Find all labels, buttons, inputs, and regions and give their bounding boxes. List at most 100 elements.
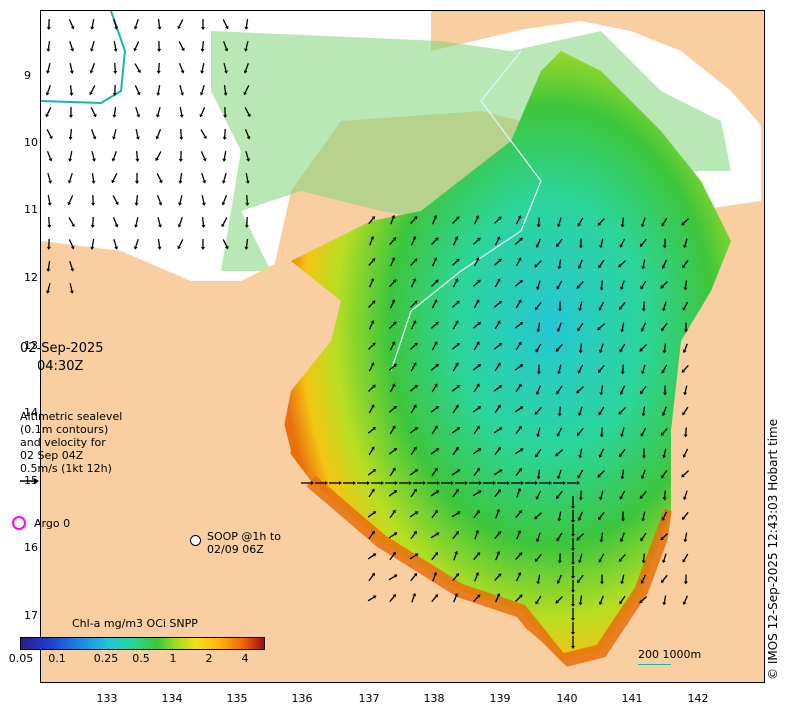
- velocity-arrow: [621, 511, 625, 522]
- velocity-arrow: [662, 448, 667, 459]
- velocity-arrow: [598, 406, 605, 416]
- velocity-arrow: [430, 490, 440, 497]
- velocity-arrow: [640, 574, 647, 584]
- velocity-arrow: [177, 19, 184, 30]
- velocity-arrow: [683, 490, 688, 501]
- velocity-arrow: [640, 385, 647, 395]
- velocity-arrow: [660, 533, 669, 541]
- velocity-arrow: [200, 129, 207, 140]
- velocity-arrow: [411, 592, 417, 603]
- velocity-arrow: [619, 385, 626, 395]
- velocity-arrow: [599, 427, 604, 438]
- velocity-arrow: [534, 406, 542, 415]
- velocity-arrow: [112, 195, 119, 206]
- velocity-arrow: [535, 238, 542, 248]
- velocity-arrow: [245, 150, 251, 162]
- velocity-arrow: [494, 320, 501, 330]
- velocity-arrow: [430, 363, 439, 371]
- velocity-arrow: [661, 469, 668, 479]
- velocity-arrow: [221, 172, 227, 184]
- velocity-arrow: [474, 529, 480, 540]
- velocity-arrow: [46, 151, 53, 162]
- datetime-date: 02-Sep-2025: [20, 341, 104, 356]
- velocity-arrow: [90, 238, 95, 250]
- velocity-arrow: [683, 574, 688, 585]
- land-new-guinea: [431, 11, 764, 129]
- velocity-arrow: [662, 238, 667, 249]
- velocity-arrow: [514, 364, 524, 371]
- velocity-arrow: [455, 481, 468, 485]
- velocity-arrow: [493, 427, 503, 434]
- velocity-arrow: [90, 107, 97, 118]
- velocity-arrow: [452, 278, 459, 288]
- velocity-arrow: [515, 572, 522, 582]
- velocity-arrow: [389, 279, 397, 287]
- velocity-arrow: [409, 469, 419, 476]
- velocity-arrow: [431, 237, 439, 245]
- velocity-arrow: [368, 216, 376, 225]
- velocity-arrow: [619, 532, 625, 543]
- velocity-arrow: [134, 194, 139, 206]
- velocity-arrow: [135, 106, 141, 118]
- velocity-arrow: [134, 216, 139, 228]
- velocity-arrow: [452, 530, 460, 540]
- velocity-arrow: [577, 259, 583, 270]
- velocity-arrow: [155, 151, 162, 162]
- velocity-arrow: [68, 128, 73, 140]
- velocity-arrow: [619, 280, 625, 291]
- velocity-arrow: [179, 106, 184, 118]
- velocity-arrow: [451, 342, 460, 350]
- colorbar-tick: 1: [169, 652, 177, 665]
- velocity-arrow: [555, 490, 563, 499]
- velocity-arrow: [201, 216, 206, 228]
- velocity-arrow: [682, 595, 688, 605]
- velocity-arrow: [641, 553, 646, 564]
- velocity-arrow: [452, 216, 460, 224]
- velocity-arrow: [578, 448, 583, 459]
- lon-label: 141: [621, 692, 643, 705]
- velocity-arrow: [155, 106, 161, 118]
- lon-label: 138: [423, 692, 445, 705]
- velocity-arrow: [576, 386, 585, 394]
- velocity-arrow: [133, 41, 140, 52]
- velocity-arrow: [452, 320, 459, 330]
- velocity-arrow: [474, 571, 480, 582]
- velocity-arrow: [618, 553, 626, 562]
- velocity-arrow: [156, 84, 161, 96]
- velocity-arrow: [157, 238, 162, 250]
- velocity-arrow: [409, 342, 418, 350]
- lon-label: 136: [291, 692, 313, 705]
- velocity-arrow: [473, 215, 480, 225]
- velocity-arrow: [571, 622, 575, 635]
- velocity-arrow: [661, 259, 668, 269]
- velocity-arrow: [223, 62, 228, 74]
- velocity-arrow: [368, 404, 375, 414]
- velocity-arrow: [640, 469, 646, 480]
- velocity-arrow: [576, 427, 584, 436]
- velocity-arrow: [113, 62, 118, 74]
- velocity-arrow: [618, 260, 627, 268]
- velocity-arrow: [556, 427, 563, 437]
- velocity-arrow: [390, 257, 396, 267]
- velocity-arrow: [178, 172, 183, 184]
- velocity-arrow: [536, 217, 541, 228]
- velocity-arrow: [642, 448, 646, 459]
- velocity-arrow: [683, 532, 688, 543]
- sealevel-contour: [390, 50, 542, 372]
- map-frame[interactable]: [40, 10, 765, 683]
- velocity-arrow: [662, 301, 667, 312]
- velocity-arrow: [641, 406, 646, 417]
- lat-label: 16: [24, 541, 38, 554]
- velocity-arrow: [112, 217, 119, 228]
- velocity-arrow: [598, 511, 605, 521]
- velocity-arrow: [535, 343, 542, 353]
- velocity-arrow: [222, 19, 229, 30]
- coastal-rim: [306, 475, 678, 669]
- velocity-arrow: [571, 524, 575, 537]
- velocity-arrow: [620, 469, 625, 480]
- velocity-arrow: [410, 362, 417, 372]
- velocity-arrow: [578, 301, 583, 312]
- soop-line1: SOOP @1h to: [207, 530, 281, 543]
- velocity-arrow: [368, 362, 375, 372]
- velocity-arrow: [599, 532, 604, 543]
